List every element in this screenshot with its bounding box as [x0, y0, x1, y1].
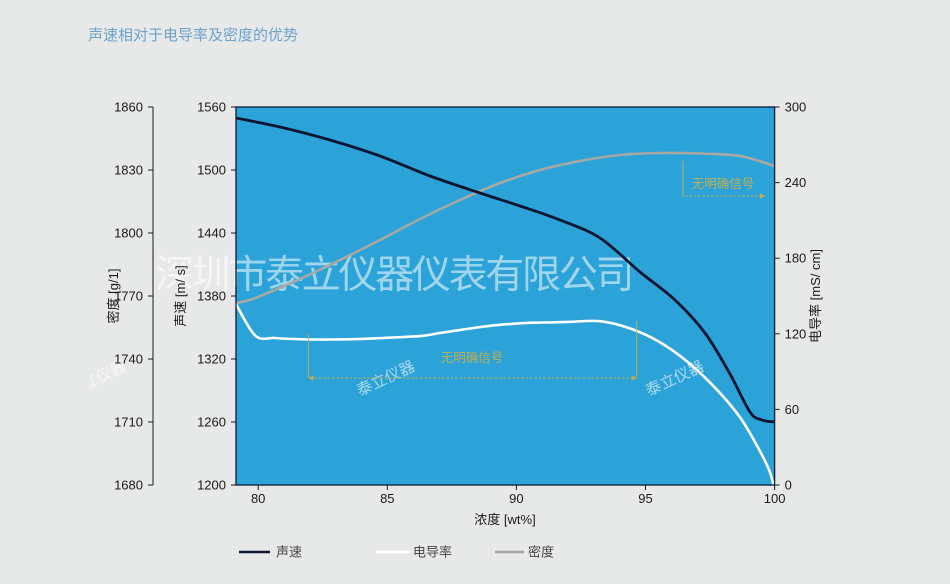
svg-text:电导率 [mS/ cm]: 电导率 [mS/ cm]	[808, 249, 823, 343]
svg-text:95: 95	[638, 491, 652, 506]
svg-text:1500: 1500	[197, 163, 226, 178]
svg-text:1440: 1440	[197, 226, 226, 241]
svg-text:无明确信号: 无明确信号	[692, 177, 755, 191]
svg-text:1710: 1710	[114, 415, 143, 430]
svg-text:0: 0	[785, 478, 792, 493]
svg-text:90: 90	[509, 491, 523, 506]
svg-text:1860: 1860	[114, 100, 143, 115]
svg-text:60: 60	[785, 402, 799, 417]
svg-text:深圳市泰立仪器仪表有限公司: 深圳市泰立仪器仪表有限公司	[155, 254, 632, 297]
svg-text:180: 180	[785, 251, 807, 266]
svg-text:声速 [m/ s]: 声速 [m/ s]	[173, 265, 188, 326]
svg-text:1800: 1800	[114, 226, 143, 241]
svg-text:120: 120	[785, 326, 807, 341]
svg-text:1680: 1680	[114, 478, 143, 493]
svg-text:85: 85	[380, 491, 394, 506]
svg-text:1740: 1740	[114, 352, 143, 367]
svg-text:电导率: 电导率	[413, 545, 452, 560]
svg-text:1830: 1830	[114, 163, 143, 178]
svg-text:240: 240	[785, 175, 807, 190]
svg-text:1320: 1320	[197, 352, 226, 367]
svg-text:80: 80	[251, 491, 265, 506]
svg-text:100: 100	[764, 491, 786, 506]
svg-text:1380: 1380	[197, 289, 226, 304]
svg-text:无明确信号: 无明确信号	[441, 351, 504, 365]
svg-text:300: 300	[785, 100, 807, 115]
svg-text:浓度 [wt%]: 浓度 [wt%]	[474, 512, 535, 527]
svg-text:密度 [g/1]: 密度 [g/1]	[106, 269, 121, 324]
svg-text:1200: 1200	[197, 478, 226, 493]
svg-text:1560: 1560	[197, 100, 226, 115]
svg-text:声速: 声速	[276, 545, 302, 560]
svg-text:密度: 密度	[528, 545, 554, 560]
svg-text:1260: 1260	[197, 415, 226, 430]
